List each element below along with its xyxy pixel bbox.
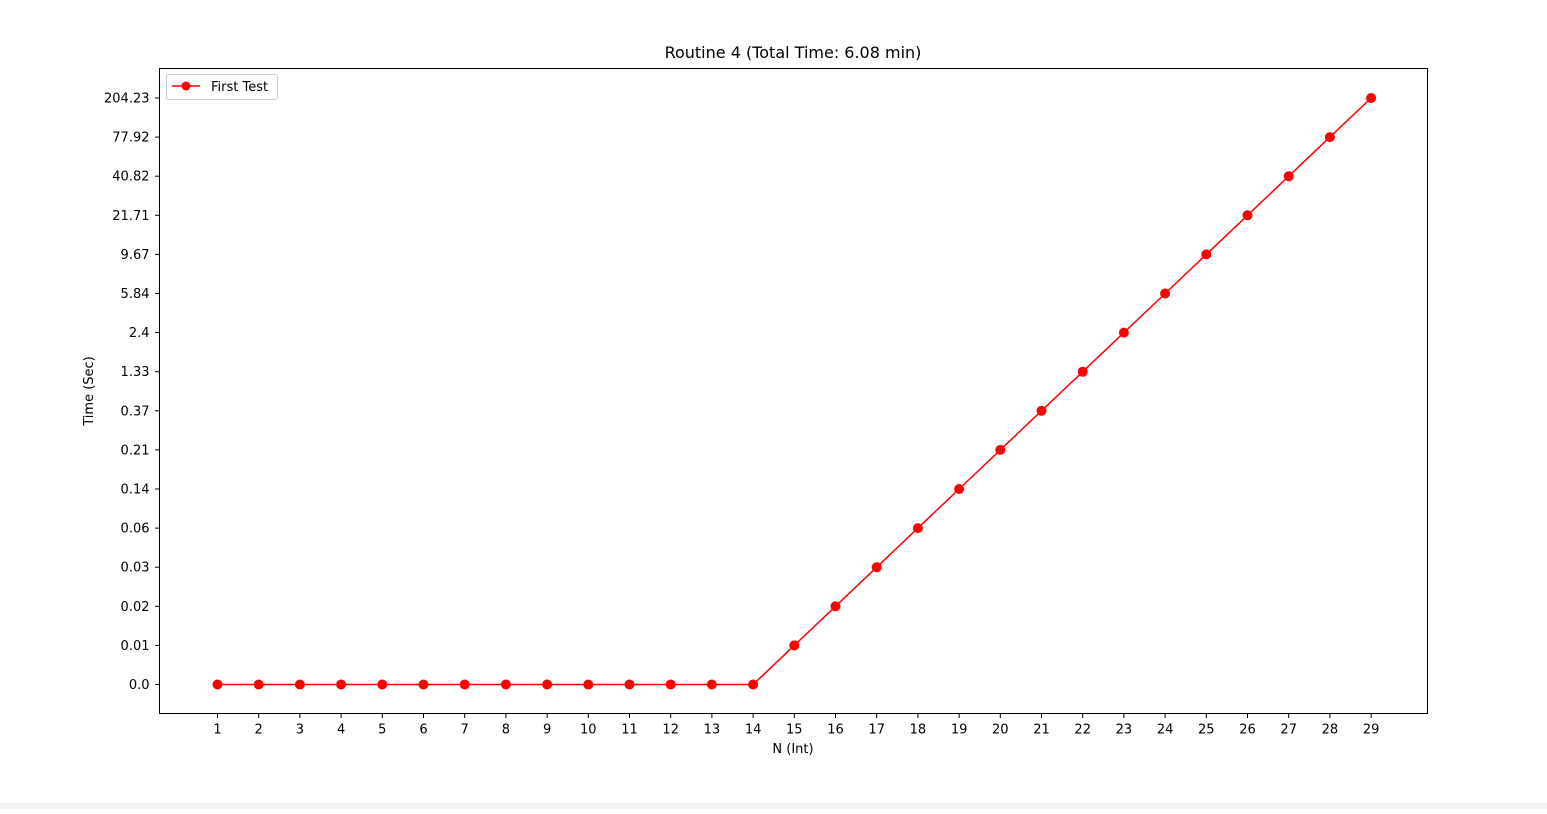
x-tick-label: 9 bbox=[543, 723, 551, 738]
x-tick-label: 2 bbox=[255, 723, 263, 738]
plot-area bbox=[159, 68, 1428, 714]
y-tick-label: 0.14 bbox=[121, 483, 150, 498]
y-tick-label: 0.03 bbox=[121, 561, 150, 576]
legend: First Test bbox=[166, 74, 278, 100]
x-tick-label: 18 bbox=[910, 723, 927, 738]
data-point bbox=[871, 562, 882, 573]
x-tick-label: 3 bbox=[296, 723, 304, 738]
y-tick-label: 5.84 bbox=[121, 287, 150, 302]
data-point bbox=[912, 523, 923, 534]
data-point bbox=[830, 601, 841, 612]
x-tick-label: 8 bbox=[502, 723, 510, 738]
data-point bbox=[1324, 132, 1335, 143]
x-tick-label: 25 bbox=[1198, 723, 1215, 738]
y-tick-label: 40.82 bbox=[112, 170, 149, 185]
data-point bbox=[212, 679, 223, 690]
x-axis-label: N (Int) bbox=[772, 742, 813, 757]
y-axis: 0.0 0.01 0.02 0.03 0.06 0.14 0.21 0.37 1.33 2.4 5.… bbox=[104, 92, 160, 693]
x-tick-label: 21 bbox=[1033, 723, 1050, 738]
legend-marker-swatch bbox=[181, 81, 191, 91]
data-point bbox=[1366, 93, 1377, 103]
legend-label-first-test: First Test bbox=[211, 80, 268, 95]
x-tick-label: 26 bbox=[1239, 723, 1256, 738]
data-point bbox=[1036, 405, 1047, 416]
data-point bbox=[1077, 366, 1088, 377]
chart-title: Routine 4 (Total Time: 6.08 min) bbox=[665, 43, 922, 62]
data-point bbox=[748, 679, 759, 690]
x-tick-label: 20 bbox=[992, 723, 1009, 738]
x-tick-label: 7 bbox=[461, 723, 469, 738]
x-tick-label: 12 bbox=[662, 723, 679, 738]
x-tick-label: 27 bbox=[1280, 723, 1297, 738]
legend-box bbox=[166, 74, 278, 100]
window-bottom-edge bbox=[0, 803, 1547, 809]
x-tick-label: 17 bbox=[868, 723, 885, 738]
y-tick-label: 0.06 bbox=[121, 522, 150, 537]
data-point bbox=[418, 679, 429, 690]
x-tick-label: 28 bbox=[1322, 723, 1339, 738]
x-tick-label: 1 bbox=[213, 723, 221, 738]
data-point bbox=[1118, 327, 1129, 338]
data-point bbox=[1160, 288, 1171, 299]
x-tick-label: 23 bbox=[1116, 723, 1133, 738]
x-tick-label: 14 bbox=[745, 723, 762, 738]
x-axis: 1 2 3 4 5 6 7 8 9 10 11 12 13 14 15 16 17 18 19 20 21 22 23 24 2… bbox=[213, 713, 1380, 738]
series-layer bbox=[212, 93, 1377, 690]
data-point bbox=[1242, 210, 1253, 221]
y-tick-label: 0.37 bbox=[121, 404, 150, 419]
y-axis-label: Time (Sec) bbox=[82, 356, 97, 427]
data-point bbox=[706, 679, 717, 690]
x-tick-label: 10 bbox=[580, 723, 597, 738]
x-tick-label: 6 bbox=[419, 723, 427, 738]
x-tick-label: 11 bbox=[621, 723, 638, 738]
x-tick-label: 15 bbox=[786, 723, 803, 738]
x-tick-label: 13 bbox=[704, 723, 721, 738]
y-tick-label: 77.92 bbox=[112, 131, 149, 146]
data-point bbox=[995, 444, 1006, 455]
x-tick-label: 4 bbox=[337, 723, 345, 738]
data-point bbox=[294, 679, 305, 690]
x-tick-label: 29 bbox=[1363, 723, 1380, 738]
y-tick-label: 0.21 bbox=[121, 443, 150, 458]
data-point bbox=[542, 679, 553, 690]
y-tick-label: 9.67 bbox=[121, 248, 150, 263]
y-tick-label: 0.01 bbox=[121, 639, 150, 654]
data-point bbox=[954, 484, 965, 494]
data-point bbox=[377, 679, 388, 690]
data-point bbox=[624, 679, 635, 690]
data-point bbox=[1201, 249, 1212, 260]
data-point bbox=[1283, 171, 1294, 182]
data-point bbox=[789, 640, 800, 651]
data-point bbox=[336, 679, 347, 690]
x-tick-label: 19 bbox=[951, 723, 968, 738]
data-point bbox=[665, 679, 676, 690]
x-tick-label: 22 bbox=[1074, 723, 1091, 738]
x-tick-label: 24 bbox=[1157, 723, 1174, 738]
y-tick-label: 2.4 bbox=[129, 326, 150, 341]
y-tick-label: 21.71 bbox=[112, 209, 149, 224]
data-point bbox=[500, 679, 511, 690]
y-tick-label: 0.02 bbox=[121, 600, 150, 615]
series-line bbox=[217, 97, 1372, 686]
data-point bbox=[253, 679, 264, 690]
y-tick-label: 204.23 bbox=[104, 92, 150, 107]
data-point bbox=[459, 679, 470, 690]
data-point bbox=[583, 679, 594, 690]
y-tick-label: 1.33 bbox=[121, 365, 150, 380]
x-tick-label: 5 bbox=[378, 723, 386, 738]
y-tick-label: 0.0 bbox=[129, 678, 150, 693]
x-tick-label: 16 bbox=[827, 723, 844, 738]
